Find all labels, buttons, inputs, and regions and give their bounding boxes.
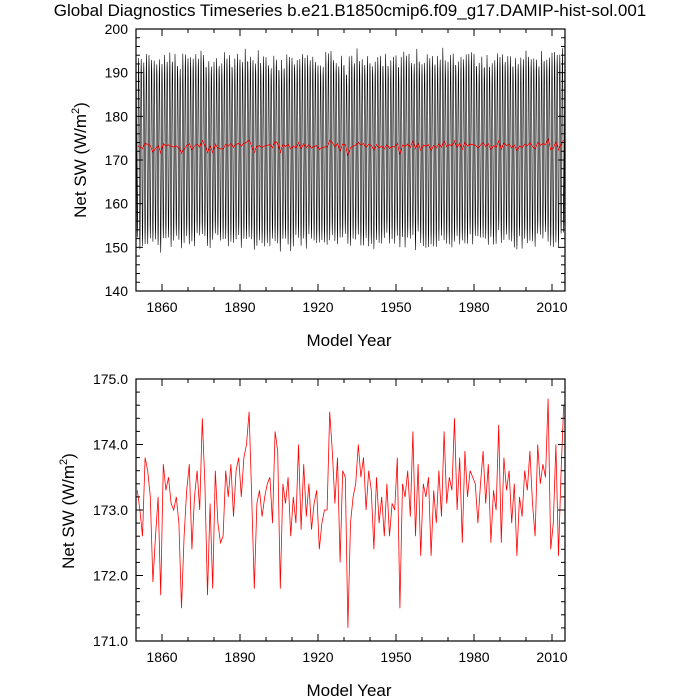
top-ytick-label: 190 (105, 65, 129, 81)
bottom-ytick-label: 172.0 (93, 568, 128, 584)
top-xtick-label: 1920 (302, 299, 333, 315)
bottom-plot-area (136, 398, 565, 628)
top-xtick-label: 1950 (380, 299, 411, 315)
top-xtick-label: 2010 (536, 299, 567, 315)
top-ytick-label: 140 (105, 283, 129, 299)
bottom-xtick-label: 1980 (458, 649, 489, 665)
top-ytick-label: 180 (105, 108, 129, 124)
bottom-xaxis-title: Model Year (306, 681, 391, 700)
top-xtick-label: 1860 (146, 299, 177, 315)
bottom-yaxis-title: Net SW (W/m2) (58, 453, 78, 569)
top-panel-monthly-and-annual-net-sw: 1860 1890 1920 1950 1980 2010 140 150 160 170 180 1… (70, 21, 568, 350)
bottom-xtick-label: 1890 (224, 649, 255, 665)
top-ytick-label: 160 (105, 196, 129, 212)
bottom-xtick-label: 1860 (146, 649, 177, 665)
bottom-ytick-label: 173.0 (93, 502, 128, 518)
top-plot-area (135, 47, 566, 253)
top-yaxis-title: Net SW (W/m2) (70, 102, 90, 218)
bottom-series-annual-line (136, 398, 565, 628)
bottom-axes: 1860 1890 1920 1950 1980 2010 171.0 172.0 173.0 1… (93, 371, 568, 665)
bottom-xtick-label: 1950 (380, 649, 411, 665)
bottom-panel-annual-net-sw: 1860 1890 1920 1950 1980 2010 171.0 172.0 173.0 1… (58, 371, 568, 700)
bottom-ytick-label: 174.0 (93, 437, 128, 453)
top-xtick-label: 1980 (458, 299, 489, 315)
top-axes: 1860 1890 1920 1950 1980 2010 140 150 160 170 180 1… (105, 21, 568, 315)
bottom-xtick-label: 1920 (302, 649, 333, 665)
top-series-monthly-line (135, 47, 566, 253)
bottom-ytick-label: 171.0 (93, 633, 128, 649)
top-ytick-label: 200 (105, 21, 129, 37)
top-xtick-label: 1890 (224, 299, 255, 315)
top-ytick-label: 150 (105, 239, 129, 255)
top-ytick-label: 170 (105, 152, 129, 168)
bottom-xtick-label: 2010 (536, 649, 567, 665)
top-xaxis-title: Model Year (306, 331, 391, 350)
bottom-ytick-label: 175.0 (93, 371, 128, 387)
top-series-annual-line (137, 138, 565, 157)
figure-title: Global Diagnostics Timeseries b.e21.B185… (54, 1, 646, 20)
